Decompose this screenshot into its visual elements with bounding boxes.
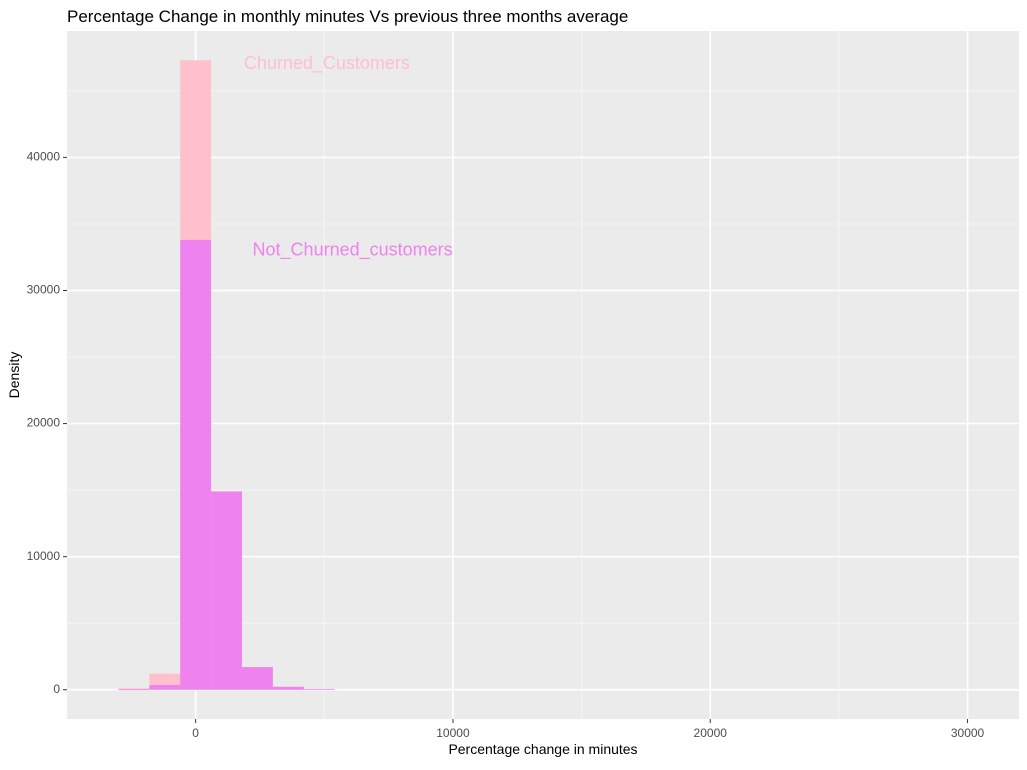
not-churned-bar: [303, 688, 335, 690]
y-tick-label: 30000: [27, 283, 61, 297]
y-tick-label: 40000: [27, 150, 61, 164]
x-axis-label: Percentage change in minutes: [448, 741, 637, 757]
x-tick-label: 0: [192, 726, 199, 740]
not-churned-bar: [272, 686, 304, 690]
y-tick-label: 0: [53, 682, 60, 696]
not-churned-bar: [149, 685, 181, 690]
y-axis-label: Density: [6, 352, 22, 399]
x-tick-label: 20000: [694, 726, 728, 740]
series-annotations: Churned_Customers Not_Churned_customers: [244, 53, 453, 260]
not-churned-bar: [211, 491, 242, 690]
not-churned-bar: [180, 239, 212, 690]
axes: 0 10000 20000 30000 0 10000 20000 30000 40000: [27, 150, 985, 740]
not-churned-bar: [241, 667, 273, 690]
chart-title: Percentage Change in monthly minutes Vs …: [67, 7, 628, 26]
y-tick-label: 10000: [27, 549, 61, 563]
churned-bar: [118, 688, 150, 690]
y-tick-label: 20000: [27, 416, 61, 430]
churned-customers-label: Churned_Customers: [244, 53, 410, 74]
x-tick-label: 30000: [951, 726, 985, 740]
not-churned-bar: [118, 689, 150, 691]
histogram-bars: [118, 60, 335, 691]
not-churned-customers-label: Not_Churned_customers: [253, 239, 453, 260]
x-tick-label: 10000: [436, 726, 470, 740]
